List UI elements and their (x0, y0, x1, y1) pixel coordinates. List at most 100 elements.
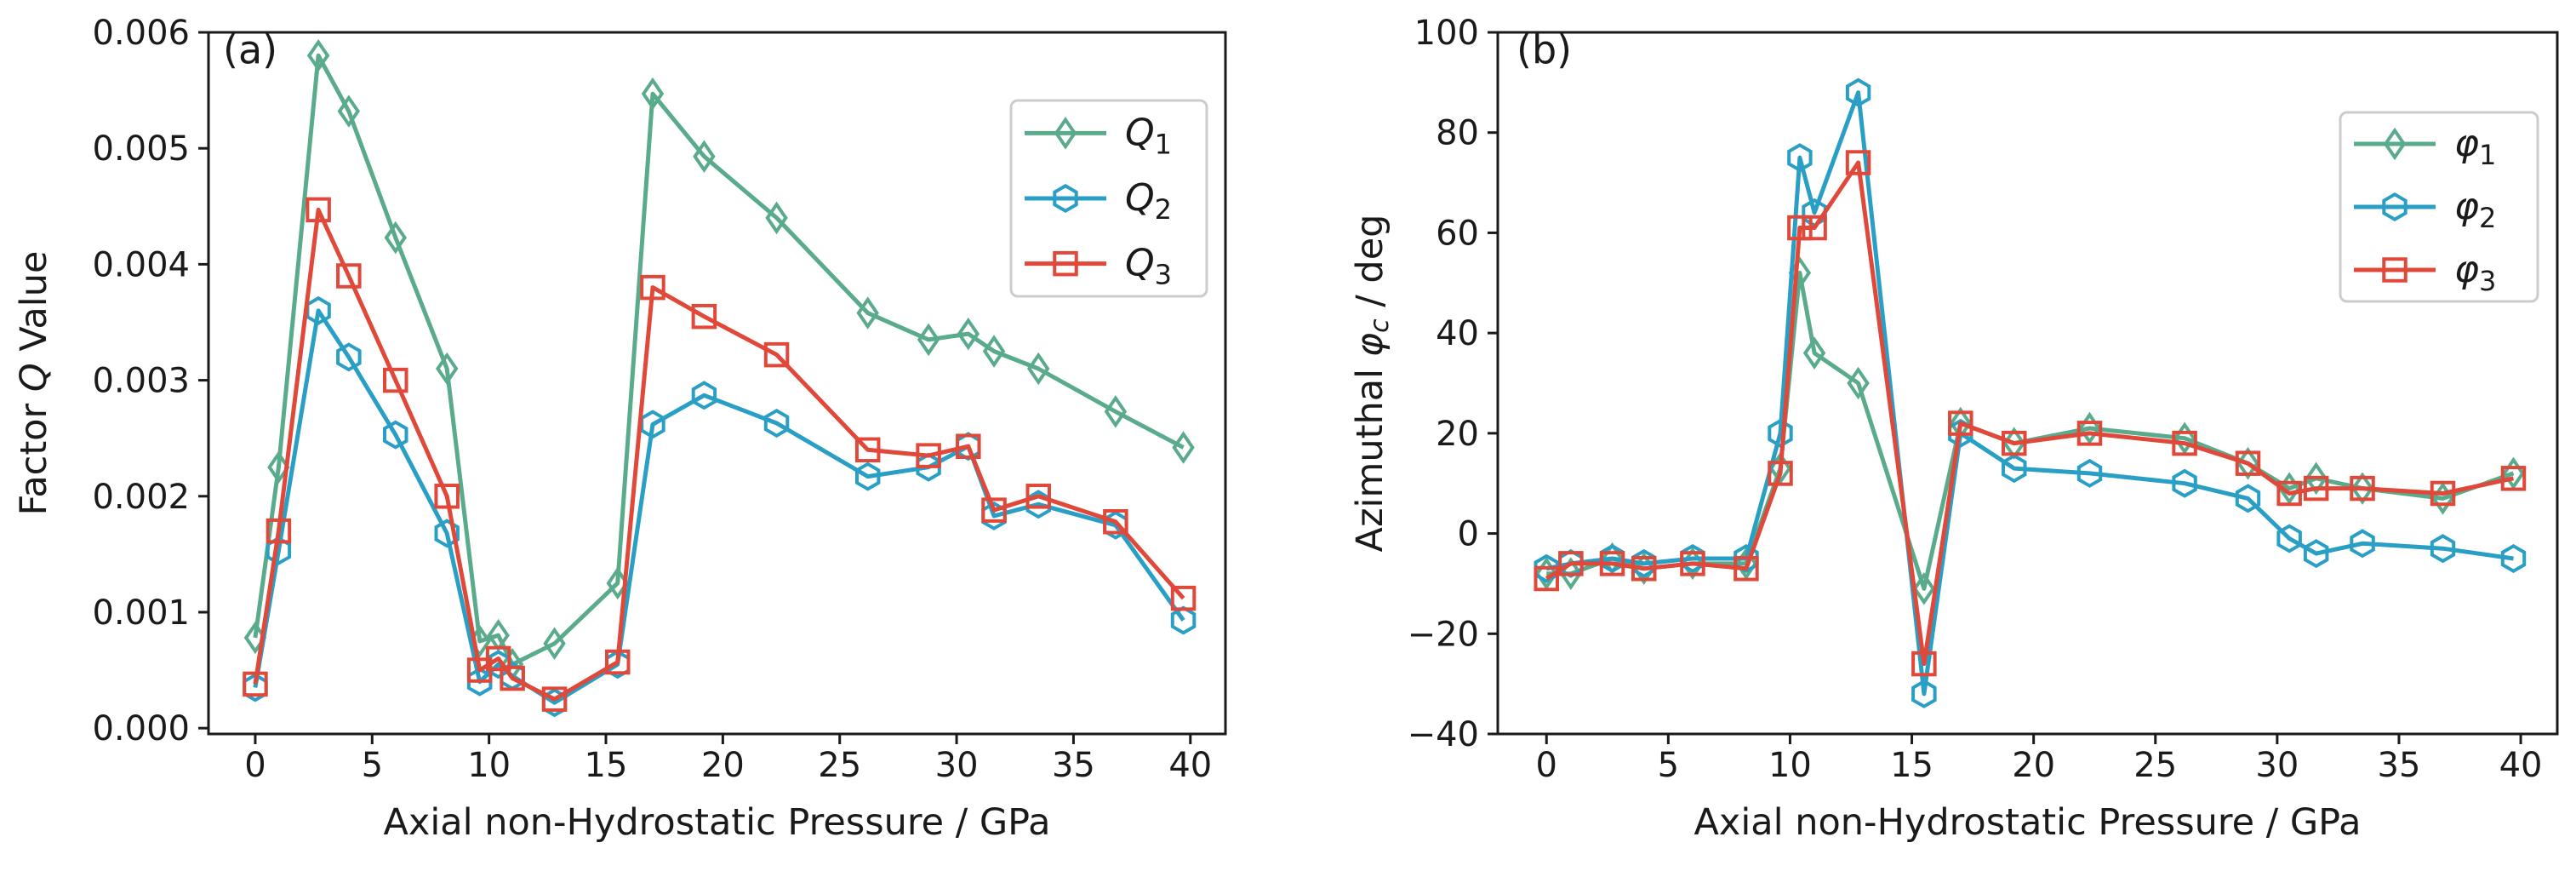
series-1-point (337, 95, 361, 128)
axes-frame (1496, 31, 2559, 736)
series-3-point (2303, 475, 2329, 502)
x-tick-label: 25 (818, 746, 861, 785)
series-1-point (1847, 366, 1870, 400)
series-1-point (1172, 431, 1195, 464)
legend-marker (1054, 117, 1077, 150)
y-tick-label: 40 (1436, 314, 1479, 353)
series-3-line (253, 207, 1185, 702)
series-1-point (1104, 395, 1128, 428)
series-3-point (1534, 565, 1559, 592)
series-2-point (2076, 458, 2103, 488)
series-3-point (2076, 421, 2103, 446)
legend-marker (1053, 250, 1078, 277)
series-2-point (855, 461, 881, 491)
y-tick-label: 0.004 (92, 245, 190, 284)
series-2-point (1768, 418, 1793, 448)
y-tick-label: 0.001 (92, 593, 190, 633)
legend: φ1 φ2 φ3 (2339, 111, 2539, 303)
series-2-point (2276, 524, 2302, 553)
series-1-point (2305, 461, 2328, 496)
series-1-point (641, 77, 665, 111)
legend-box (2339, 111, 2539, 303)
y-tick-label: 0 (1458, 515, 1479, 554)
series-1-point (2350, 472, 2374, 505)
x-tick-label: 15 (585, 746, 628, 785)
series-3-point (1025, 484, 1051, 509)
y-tick-label: 60 (1436, 214, 1479, 253)
series-3-point (640, 274, 665, 301)
series-3-point (266, 518, 292, 544)
series-3-point (2002, 430, 2027, 456)
series-3-point (981, 497, 1007, 523)
x-tick-label: 20 (2012, 746, 2055, 785)
series-2-line (1545, 90, 2514, 696)
series-1-point (1912, 572, 1936, 605)
series-3-point (243, 671, 268, 697)
series-3-point (1911, 651, 1937, 677)
legend-label: φ1 (2454, 122, 2496, 171)
series-3-point (1802, 215, 1827, 241)
series-2-point (1534, 553, 1559, 583)
series-1-point (856, 296, 879, 330)
legend-box (1009, 99, 1208, 298)
series-3 (243, 197, 1197, 712)
series-3-point (485, 645, 511, 672)
legend-label: φ2 (2454, 185, 2496, 234)
series-1-point (957, 317, 980, 351)
panel-a: (a) 0 5 10 15 20 25 30 35 40 0.000 0.001 0.002 0.003 0… (13, 14, 1227, 844)
series-2-point (383, 420, 408, 450)
y-tick-label: −20 (1408, 615, 1479, 654)
series-3-point (434, 484, 460, 509)
series-3-point (500, 665, 525, 691)
y-tick-label: 0.003 (92, 362, 190, 401)
x-tick-label: 10 (1768, 746, 1812, 785)
legend-label: Q3 (1125, 242, 1172, 291)
y-tick-label: 100 (1414, 14, 1479, 53)
panel-label: (b) (1516, 27, 1572, 73)
series-1-point (1802, 336, 1826, 370)
series-1-point (543, 627, 566, 661)
series-3-point (1103, 509, 1128, 535)
series-3-point (691, 303, 717, 330)
x-tick-label: 25 (2133, 746, 2177, 785)
series-1-point (384, 221, 407, 255)
legend-marker (1053, 183, 1078, 214)
x-axis-title: Axial non-Hydrostatic Pressure / GPa (383, 801, 1050, 844)
series-3-point (306, 197, 331, 223)
series-2-point (2350, 529, 2375, 559)
series-2-point (266, 536, 292, 565)
series-2-point (1734, 543, 1759, 574)
series-3-point (2430, 480, 2456, 507)
x-tick-label: 35 (2378, 746, 2421, 785)
series-3-point (336, 263, 362, 289)
series-1-point (1027, 352, 1050, 386)
y-tick-label: 80 (1436, 114, 1479, 153)
series-3-point (1599, 551, 1625, 576)
series-2-point (1787, 143, 1813, 173)
series-2-point (691, 381, 717, 410)
series-3-line (1545, 160, 2515, 667)
series-3-point (383, 367, 408, 393)
x-tick-label: 40 (2499, 746, 2543, 785)
series-3-point (1787, 215, 1813, 241)
series-3-point (2350, 475, 2375, 502)
series-1-line (1546, 271, 2515, 591)
x-tick-label: 30 (2255, 746, 2299, 785)
series-2-point (1170, 605, 1197, 635)
series-2-point (2235, 484, 2261, 513)
legend-marker (2382, 192, 2408, 222)
x-tick-label: 5 (362, 746, 383, 785)
series-3-point (2276, 480, 2302, 507)
x-tick-label: 5 (1658, 746, 1679, 785)
series-3-point (1558, 551, 1584, 576)
series-2-point (1911, 679, 1937, 708)
series-3-point (541, 686, 568, 712)
series-1-point (435, 352, 459, 386)
legend: Q1 Q2 Q3 (1009, 99, 1208, 298)
series-3-point (854, 437, 881, 463)
series-1-point (982, 335, 1006, 368)
x-tick-label: 20 (701, 746, 745, 785)
series-1-point (306, 38, 330, 72)
y-tick-label: 0.005 (92, 129, 190, 169)
